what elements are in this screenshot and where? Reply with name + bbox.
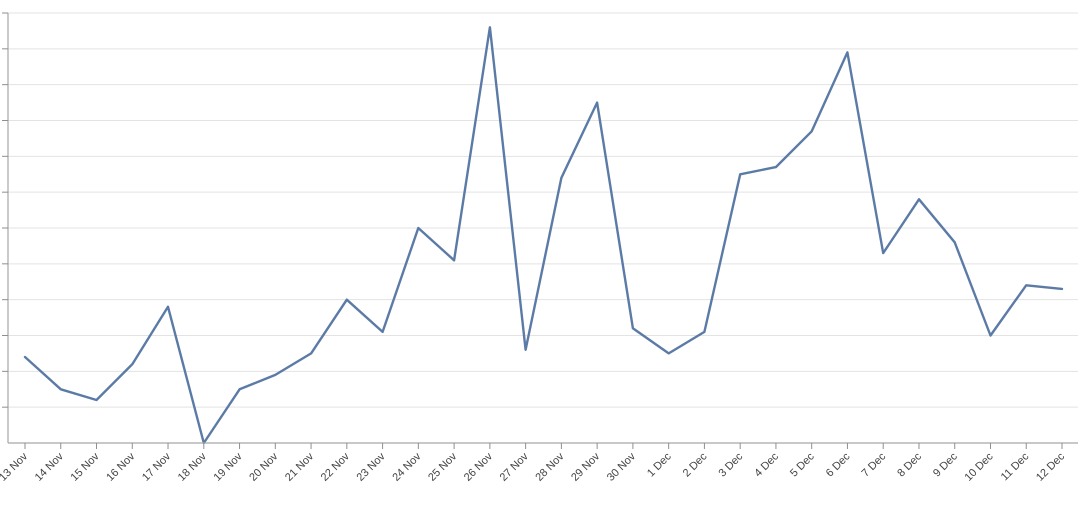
x-tick: 19 Nov <box>212 443 245 484</box>
x-tick-label: 22 Nov <box>319 450 352 483</box>
x-tick-label: 13 Nov <box>0 450 30 483</box>
x-tick-label: 3 Dec <box>716 450 745 479</box>
x-tick: 1 Dec <box>645 443 674 479</box>
x-axis-ticks: 13 Nov 14 Nov 15 Nov 16 Nov 17 Nov 18 Nov 19 N… <box>0 443 1067 484</box>
x-tick-label: 19 Nov <box>212 450 245 483</box>
x-tick-label: 20 Nov <box>247 450 280 483</box>
x-tick-label: 9 Dec <box>931 450 960 479</box>
x-tick: 14 Nov <box>33 443 66 484</box>
x-tick-label: 24 Nov <box>390 450 423 483</box>
x-tick-label: 16 Nov <box>104 450 137 483</box>
x-tick-label: 7 Dec <box>860 450 889 479</box>
x-tick: 9 Dec <box>931 443 960 479</box>
x-tick-label: 12 Dec <box>1034 450 1067 483</box>
x-tick: 5 Dec <box>788 443 817 479</box>
x-tick: 11 Dec <box>999 443 1032 483</box>
x-tick-label: 17 Nov <box>140 450 173 483</box>
x-tick-label: 29 Nov <box>569 450 602 483</box>
x-tick: 30 Nov <box>605 443 638 484</box>
x-tick: 17 Nov <box>140 443 174 484</box>
x-tick: 2 Dec <box>681 443 710 479</box>
x-tick-label: 23 Nov <box>355 450 388 483</box>
series-layer <box>23 26 1064 445</box>
x-tick-label: 10 Dec <box>962 450 995 483</box>
x-tick: 7 Dec <box>860 443 889 479</box>
x-tick: 20 Nov <box>247 443 281 484</box>
x-tick-label: 6 Dec <box>824 450 853 479</box>
x-tick-label: 1 Dec <box>645 450 674 479</box>
x-tick: 25 Nov <box>426 443 460 484</box>
x-tick: 4 Dec <box>752 443 781 479</box>
x-tick-label: 15 Nov <box>69 450 102 483</box>
x-tick-label: 21 Nov <box>283 450 316 483</box>
x-tick-label: 4 Dec <box>752 450 781 479</box>
x-tick: 24 Nov <box>390 443 424 484</box>
x-tick-label: 30 Nov <box>605 450 638 483</box>
x-tick: 3 Dec <box>716 443 746 479</box>
x-tick: 18 Nov <box>176 443 209 484</box>
gridlines <box>8 12 1078 408</box>
x-tick: 21 Nov <box>283 443 317 484</box>
x-tick: 27 Nov <box>498 443 531 484</box>
x-tick-label: 18 Nov <box>176 450 209 483</box>
x-tick-label: 2 Dec <box>681 450 710 479</box>
x-tick: 12 Dec <box>1034 443 1067 484</box>
x-tick: 16 Nov <box>104 443 138 484</box>
x-tick-label: 11 Dec <box>999 450 1032 483</box>
x-tick-label: 5 Dec <box>788 450 817 479</box>
x-tick: 15 Nov <box>69 443 102 484</box>
x-tick-label: 27 Nov <box>498 450 531 483</box>
x-tick: 6 Dec <box>824 443 853 479</box>
x-tick: 26 Nov <box>462 443 495 484</box>
x-tick: 29 Nov <box>569 443 603 484</box>
x-tick: 8 Dec <box>895 443 924 479</box>
x-tick: 28 Nov <box>533 443 567 484</box>
x-tick: 10 Dec <box>962 443 996 484</box>
x-tick: 23 Nov <box>355 443 388 484</box>
x-tick: 22 Nov <box>319 443 352 484</box>
x-tick-label: 26 Nov <box>462 450 495 483</box>
x-tick-label: 14 Nov <box>33 450 66 483</box>
x-tick: 13 Nov <box>0 443 30 484</box>
x-tick-label: 25 Nov <box>426 450 459 483</box>
x-tick-label: 8 Dec <box>895 450 924 479</box>
series-line <box>23 26 1064 445</box>
x-tick-label: 28 Nov <box>533 450 566 483</box>
